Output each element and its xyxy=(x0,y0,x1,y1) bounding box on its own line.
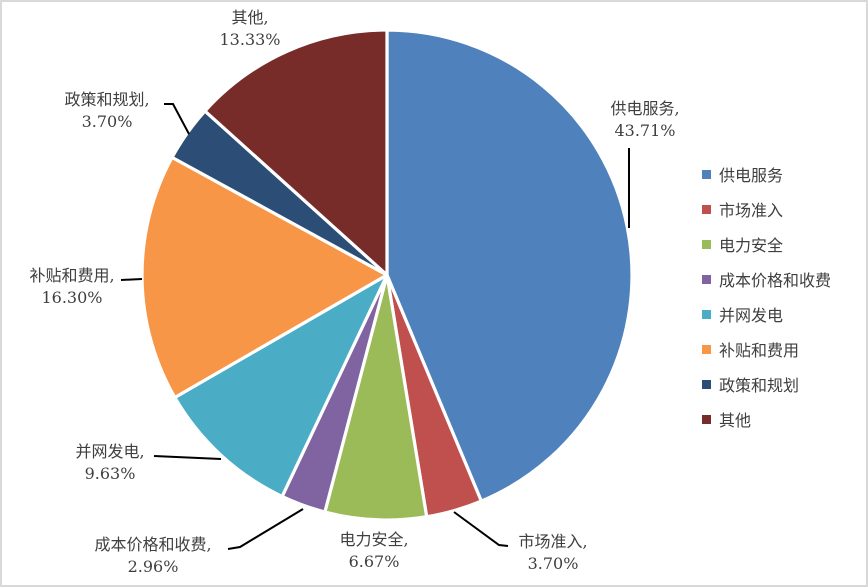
pie-slice-5 xyxy=(140,155,389,400)
legend-item-4: 并网发电 xyxy=(702,303,783,325)
legend-marker-icon xyxy=(702,379,711,389)
legend-label: 电力安全 xyxy=(719,236,784,255)
leader-line-5 xyxy=(120,278,143,281)
pie-slice-0 xyxy=(385,28,634,503)
legend-marker-icon xyxy=(702,169,711,179)
leader-line-3 xyxy=(227,508,304,550)
legend-item-5: 补贴和费用 xyxy=(702,338,799,360)
legend-marker-icon xyxy=(702,344,711,354)
legend-label: 政策和规划 xyxy=(719,376,800,395)
legend-item-6: 政策和规划 xyxy=(702,373,799,395)
legend-label: 供电服务 xyxy=(719,166,784,185)
legend-label: 市场准入 xyxy=(719,201,784,220)
legend-marker-icon xyxy=(702,274,711,284)
legend-marker-icon xyxy=(702,414,711,424)
legend-marker-icon xyxy=(702,204,711,214)
legend-label: 其他 xyxy=(719,411,752,430)
legend-item-1: 市场准入 xyxy=(702,198,783,220)
leader-line-6 xyxy=(164,103,190,135)
legend-marker-icon xyxy=(702,309,711,319)
legend-label: 补贴和费用 xyxy=(719,341,800,360)
legend-item-0: 供电服务 xyxy=(702,163,783,185)
legend-item-3: 成本价格和收费 xyxy=(702,268,831,290)
leader-line-4 xyxy=(153,455,222,460)
leader-line-1 xyxy=(453,511,509,547)
pie-slice-7 xyxy=(203,28,389,277)
legend-item-2: 电力安全 xyxy=(702,233,783,255)
legend-label: 并网发电 xyxy=(719,306,784,325)
pie-slice-4 xyxy=(173,273,389,499)
legend-item-7: 其他 xyxy=(702,408,751,430)
legend-marker-icon xyxy=(702,239,711,249)
legend-label: 成本价格和收费 xyxy=(719,271,832,290)
